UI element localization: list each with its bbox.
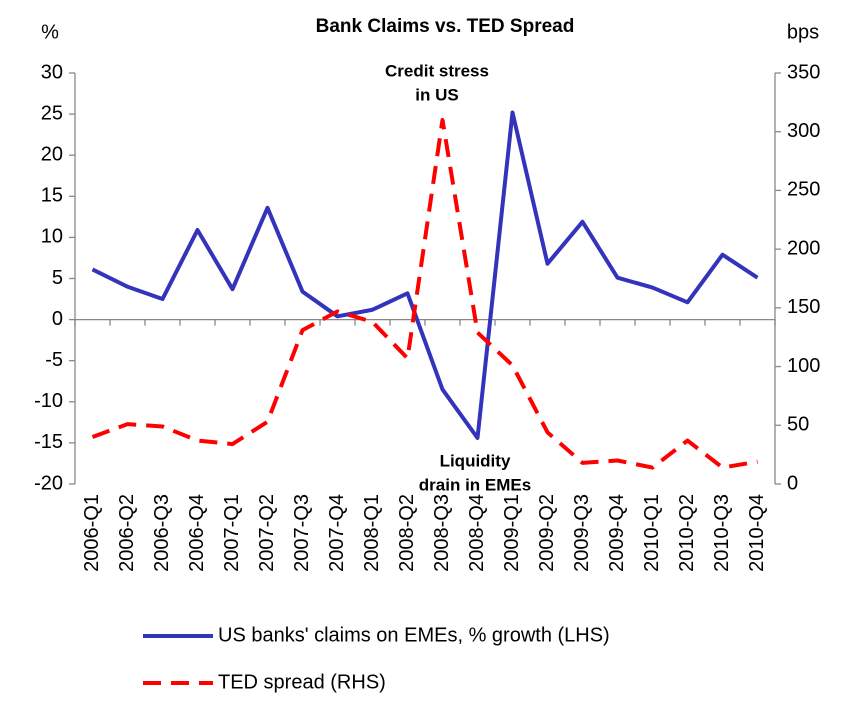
y-tick-label: -20 xyxy=(34,472,63,494)
x-tick-label: 2008-Q4 xyxy=(466,494,488,572)
x-tick-label: 2007-Q4 xyxy=(326,494,348,572)
x-tick-label: 2008-Q1 xyxy=(361,494,383,572)
x-tick-label: 2008-Q2 xyxy=(396,494,418,572)
x-tick-label: 2009-Q4 xyxy=(606,494,628,572)
y-tick-label: 30 xyxy=(41,61,63,83)
y-axis-label: % xyxy=(41,21,59,43)
x-tick-label: 2006-Q2 xyxy=(116,494,138,572)
x-tick-label: 2006-Q4 xyxy=(186,494,208,572)
y-tick-label: -10 xyxy=(34,390,63,412)
annotation: Liquidity xyxy=(440,451,511,470)
x-tick-label: 2007-Q3 xyxy=(291,494,313,572)
y2-tick-label: 350 xyxy=(787,61,820,83)
x-tick-label: 2010-Q2 xyxy=(676,494,698,572)
y-tick-label: -5 xyxy=(45,349,63,371)
y-tick-label: 10 xyxy=(41,226,63,248)
y2-tick-label: 150 xyxy=(787,296,820,318)
y-tick-label: 25 xyxy=(41,102,63,124)
legend-label: US banks' claims on EMEs, % growth (LHS) xyxy=(218,624,610,646)
y2-tick-label: 250 xyxy=(787,179,820,201)
x-tick-label: 2009-Q2 xyxy=(536,494,558,572)
y2-axis-label: bps xyxy=(787,21,819,43)
x-tick-label: 2009-Q3 xyxy=(571,494,593,572)
x-tick-label: 2007-Q2 xyxy=(256,494,278,572)
x-tick-label: 2008-Q3 xyxy=(431,494,453,572)
x-tick-label: 2010-Q4 xyxy=(746,494,768,572)
x-tick-label: 2010-Q3 xyxy=(711,494,733,572)
x-tick-label: 2010-Q1 xyxy=(641,494,663,572)
x-tick-label: 2009-Q1 xyxy=(501,494,523,572)
x-tick-label: 2007-Q1 xyxy=(221,494,243,572)
chart-title: Bank Claims vs. TED Spread xyxy=(316,16,575,37)
annotation: Credit stress xyxy=(385,61,489,80)
series-line xyxy=(91,110,759,440)
y-tick-label: 5 xyxy=(52,267,63,289)
y2-tick-label: 100 xyxy=(787,355,820,377)
x-tick-label: 2006-Q3 xyxy=(151,494,173,572)
y2-tick-label: 0 xyxy=(787,472,798,494)
annotation: drain in EMEs xyxy=(419,475,531,494)
y-tick-label: 0 xyxy=(52,308,63,330)
y-tick-label: 15 xyxy=(41,185,63,207)
y-tick-label: 20 xyxy=(41,143,63,165)
y2-tick-label: 200 xyxy=(787,237,820,259)
series-line xyxy=(91,117,758,470)
y-tick-label: -15 xyxy=(34,431,63,453)
annotation: in US xyxy=(415,85,458,104)
y2-tick-label: 50 xyxy=(787,414,809,436)
y2-tick-label: 300 xyxy=(787,120,820,142)
x-tick-label: 2006-Q1 xyxy=(81,494,103,572)
legend-label: TED spread (RHS) xyxy=(218,671,386,693)
